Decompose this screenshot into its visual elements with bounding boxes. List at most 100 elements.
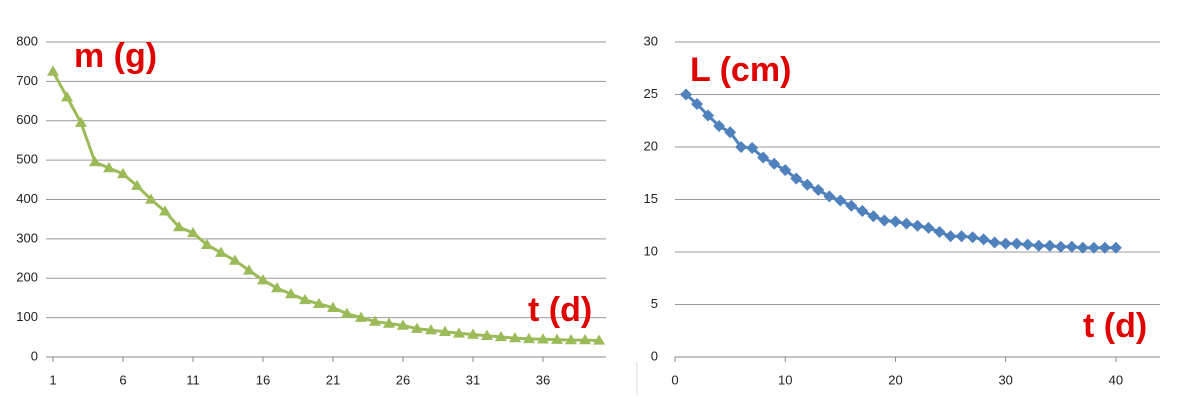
- y-tick-label: 0: [651, 348, 658, 363]
- marker: [911, 219, 924, 232]
- x-tick-label: 21: [326, 372, 340, 387]
- marker: [509, 332, 521, 343]
- marker: [397, 319, 409, 330]
- marker: [933, 226, 946, 239]
- marker: [285, 288, 297, 299]
- marker: [1087, 241, 1100, 254]
- marker: [1054, 240, 1067, 253]
- marker: [889, 215, 902, 228]
- annotation: t (d): [1083, 307, 1147, 345]
- annotation: t (d): [528, 291, 592, 329]
- marker: [746, 142, 759, 155]
- marker: [341, 307, 353, 318]
- marker: [922, 221, 935, 234]
- marker: [724, 126, 737, 139]
- x-tick-label: 20: [888, 372, 902, 387]
- marker: [702, 109, 715, 122]
- x-tick-label: 6: [119, 372, 126, 387]
- marker: [327, 301, 339, 312]
- marker: [495, 330, 507, 342]
- marker: [187, 226, 199, 238]
- x-tick-label: 26: [396, 372, 410, 387]
- y-tick-label: 700: [16, 73, 38, 88]
- marker: [713, 120, 726, 132]
- marker: [145, 193, 157, 204]
- marker: [1065, 240, 1078, 253]
- marker: [999, 237, 1012, 250]
- marker: [243, 264, 255, 275]
- y-tick-label: 30: [644, 33, 658, 48]
- y-tick-label: 200: [16, 270, 38, 285]
- marker: [299, 293, 311, 305]
- marker: [812, 184, 825, 197]
- marker: [856, 205, 869, 218]
- marker: [313, 297, 325, 309]
- marker: [988, 236, 1001, 249]
- x-tick-label: 1: [49, 372, 56, 387]
- marker: [103, 162, 115, 173]
- marker: [1010, 237, 1023, 250]
- marker: [900, 217, 913, 230]
- marker: [1098, 241, 1111, 254]
- y-tick-label: 300: [16, 230, 38, 245]
- marker: [229, 254, 241, 265]
- marker: [966, 231, 979, 244]
- marker: [680, 88, 693, 101]
- marker: [173, 221, 185, 232]
- marker: [757, 151, 770, 164]
- y-tick-label: 20: [644, 138, 658, 153]
- marker: [215, 246, 227, 257]
- marker: [1109, 241, 1122, 254]
- marker: [355, 311, 367, 322]
- marker: [823, 190, 836, 203]
- marker: [271, 282, 283, 293]
- marker: [1021, 238, 1034, 251]
- marker: [593, 334, 605, 345]
- marker: [257, 274, 269, 285]
- marker: [565, 334, 577, 345]
- marker: [117, 167, 129, 179]
- marker: [383, 317, 395, 328]
- y-tick-label: 0: [31, 348, 38, 363]
- marker: [790, 172, 803, 185]
- marker: [89, 156, 101, 167]
- marker: [537, 333, 549, 344]
- y-tick-label: 25: [644, 86, 658, 101]
- marker: [834, 194, 847, 207]
- marker: [453, 327, 465, 338]
- marker: [955, 230, 968, 243]
- y-tick-label: 15: [644, 191, 658, 206]
- marker: [944, 230, 957, 243]
- marker: [61, 91, 73, 102]
- marker: [439, 325, 451, 336]
- x-tick-label: 31: [466, 372, 480, 387]
- y-tick-label: 800: [16, 33, 38, 48]
- x-tick-label: 30: [998, 372, 1012, 387]
- marker: [779, 164, 792, 177]
- marker: [878, 214, 891, 227]
- x-tick-label: 36: [536, 372, 550, 387]
- x-tick-label: 16: [256, 372, 270, 387]
- marker: [411, 322, 423, 333]
- x-tick-label: 10: [778, 372, 792, 387]
- y-tick-label: 400: [16, 191, 38, 206]
- marker: [845, 199, 858, 212]
- marker: [579, 334, 591, 345]
- marker: [1076, 241, 1089, 254]
- x-tick-label: 11: [186, 372, 200, 387]
- y-tick-label: 10: [644, 243, 658, 258]
- marker: [369, 315, 381, 326]
- line: [51, 70, 600, 342]
- marker: [1032, 239, 1045, 252]
- y-tick-label: 500: [16, 152, 38, 167]
- y-tick-label: 100: [16, 309, 38, 324]
- y-tick-label: 5: [651, 296, 658, 311]
- marker: [691, 97, 704, 110]
- x-tick-label: 0: [671, 372, 678, 387]
- marker: [481, 329, 493, 340]
- annotation: m (g): [74, 37, 157, 75]
- marker: [735, 141, 748, 153]
- annotation: L (cm): [690, 51, 791, 89]
